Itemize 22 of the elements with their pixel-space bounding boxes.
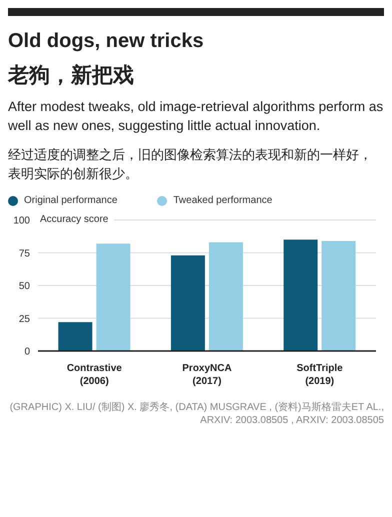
x-tick-label: SoftTriple (2019) bbox=[296, 363, 344, 387]
chart-subtitle: 老狗，新把戏 bbox=[8, 62, 135, 89]
x-tick-label: Contrastive (2006) bbox=[66, 363, 122, 387]
bar bbox=[58, 322, 92, 351]
text: (GRAPHIC) X. LIU/ (制图) X. 廖秀冬, (DATA) MUSGRAVE , (资料)马斯格雷夫ET AL., ARXIV: 2003.08505 , ARXIV: 2003.08505 bbox=[8, 401, 384, 427]
bar bbox=[208, 242, 243, 351]
y-tick-label: 100 bbox=[13, 216, 30, 227]
bar bbox=[284, 240, 318, 351]
y-tick-label: 50 bbox=[18, 281, 30, 292]
text: After modest tweaks, old image-retrieval algorithms perform as well as new ones, suggesting little actual innovation. bbox=[8, 98, 384, 135]
y-tick-label: 0 bbox=[24, 346, 30, 358]
bar bbox=[170, 255, 205, 351]
y-tick-label: 25 bbox=[18, 314, 30, 325]
legend-label: Original performance bbox=[23, 195, 118, 206]
y-axis-title: Accuracy score bbox=[38, 214, 114, 225]
legend-label: Tweaked performance bbox=[172, 195, 272, 206]
text: 经过适度的调整之后，旧的图像检索算法的表现和新的一样好，表明实际的创新很少。 bbox=[8, 146, 373, 183]
bar bbox=[96, 244, 130, 351]
chart-title: Old dogs, new tricks bbox=[8, 30, 205, 53]
bar bbox=[322, 240, 356, 351]
y-tick-label: 75 bbox=[18, 248, 30, 260]
x-tick-label: ProxyNCA (2017) bbox=[182, 363, 232, 387]
